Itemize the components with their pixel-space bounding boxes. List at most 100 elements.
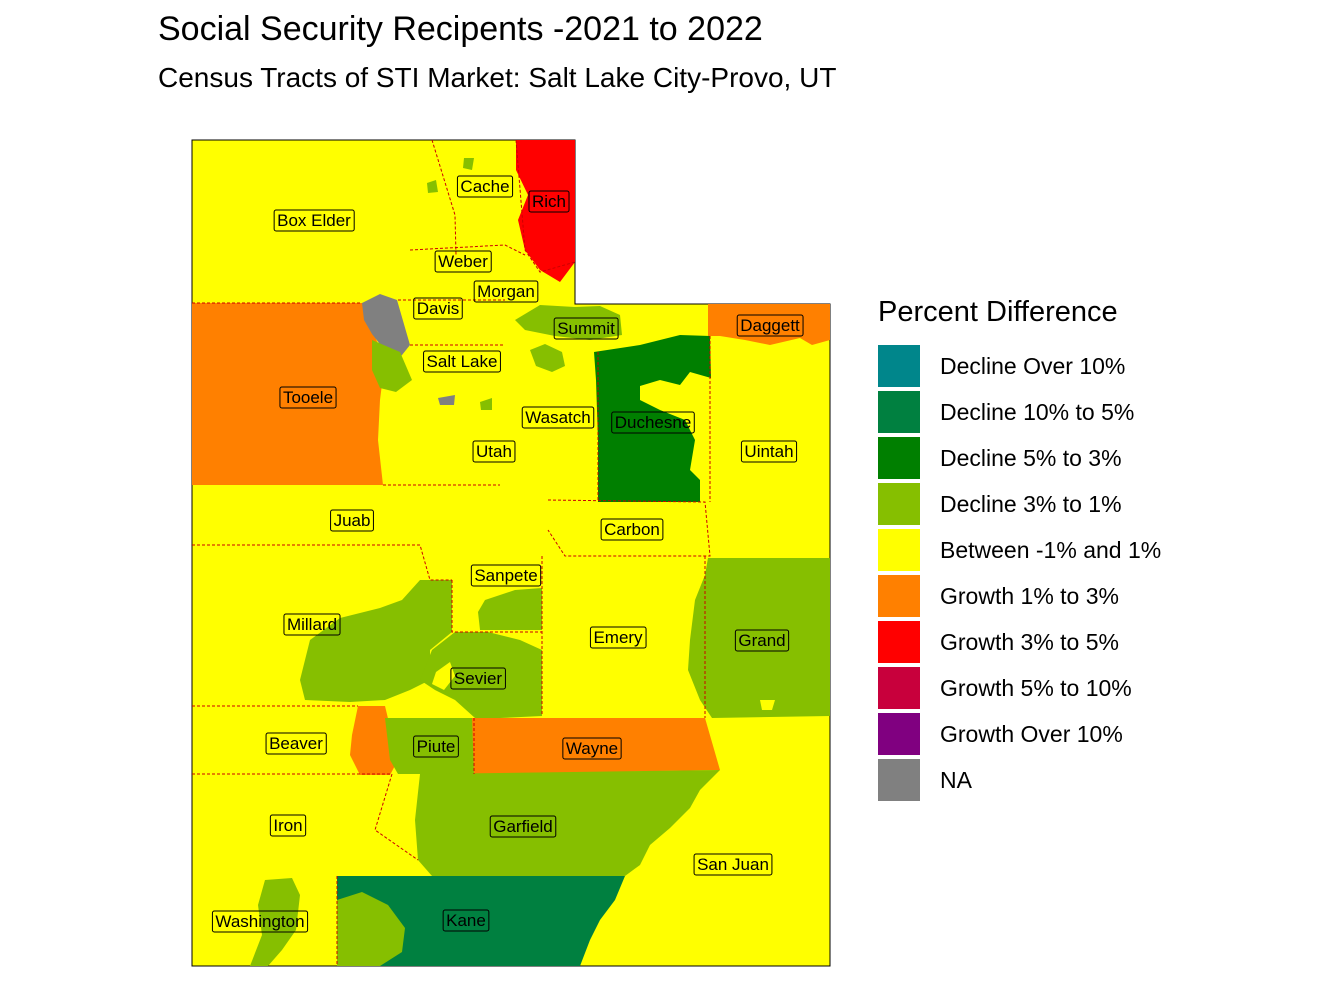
county-label-box: [273, 209, 355, 232]
legend-item: Decline 5% to 3%: [878, 435, 1161, 481]
county-name: Rich: [532, 192, 566, 211]
legend-label: Growth 1% to 3%: [940, 582, 1119, 609]
region-sevier-hole: [432, 662, 455, 690]
legend-label: Growth 5% to 10%: [940, 674, 1132, 701]
legend-label: Decline Over 10%: [940, 352, 1126, 379]
county-label-box: [553, 317, 619, 340]
county-label-cache: Cache: [456, 175, 514, 198]
region-millard: [300, 580, 452, 702]
county-name: Iron: [273, 816, 302, 835]
county-label-box: [330, 509, 374, 532]
county-label-box: [528, 190, 570, 213]
region-utah-green: [480, 398, 492, 410]
county-label-box: [450, 667, 506, 690]
county-name: Salt Lake: [427, 352, 498, 371]
county-label-box: [423, 350, 501, 373]
county-label-kane: Kane: [442, 909, 490, 932]
legend-swatch: [878, 391, 920, 433]
county-label-box: [589, 626, 647, 649]
county-name: Garfield: [493, 817, 553, 836]
region-sanpete-green: [478, 588, 542, 630]
region-sevier: [420, 632, 542, 718]
county-label-san-juan: San Juan: [693, 853, 773, 876]
legend-item: Decline 10% to 5%: [878, 389, 1161, 435]
legend-label: NA: [940, 766, 972, 793]
legend-label: Growth 3% to 5%: [940, 628, 1119, 655]
county-name: Wasatch: [525, 408, 591, 427]
county-name: Juab: [334, 511, 371, 530]
county-label-box: [434, 250, 492, 273]
county-name: Piute: [417, 737, 456, 756]
map-title: Social Security Recipents -2021 to 2022: [158, 10, 763, 48]
legend-swatch: [878, 345, 920, 387]
county-name: Washington: [215, 912, 304, 931]
county-label-box: [265, 732, 327, 755]
county-name: Sevier: [454, 669, 503, 688]
legend-swatch: [878, 575, 920, 617]
county-label-salt-lake: Salt Lake: [423, 350, 501, 373]
legend-swatch: [878, 529, 920, 571]
region-summit-green-2: [530, 344, 565, 372]
county-label-box: [611, 411, 695, 434]
county-label-box: [734, 629, 790, 652]
legend-swatch: [878, 483, 920, 525]
county-label-weber: Weber: [434, 250, 492, 273]
legend-label: Decline 10% to 5%: [940, 398, 1135, 425]
county-label-box: [211, 910, 309, 933]
county-name: Tooele: [283, 388, 333, 407]
map-subtitle: Census Tracts of STI Market: Salt Lake C…: [158, 62, 837, 93]
county-name: Cache: [460, 177, 509, 196]
county-name: Utah: [476, 442, 512, 461]
county-label-box: [456, 175, 514, 198]
county-label-utah: Utah: [472, 440, 516, 463]
legend-label: Decline 3% to 1%: [940, 490, 1122, 517]
county-label-box: [279, 386, 337, 409]
county-label-grand: Grand: [734, 629, 790, 652]
legend-swatch: [878, 667, 920, 709]
county-name: Millard: [287, 615, 337, 634]
region-na-saltlake: [438, 395, 455, 405]
county-label-box: [521, 406, 595, 429]
legend-label: Between -1% and 1%: [940, 536, 1162, 563]
county-label-morgan: Morgan: [473, 280, 539, 303]
region-tooele-green: [372, 340, 412, 392]
legend-swatch: [878, 759, 920, 801]
county-name: Grand: [738, 631, 785, 650]
region-cache-green: [463, 158, 474, 170]
legend-item: Growth 1% to 3%: [878, 573, 1161, 619]
county-name: Kane: [446, 911, 486, 930]
region-rich: [516, 140, 575, 282]
county-labels: Box Elder Cache Rich Weber Morgan Davis Summit…: [211, 175, 804, 933]
legend-item: Growth 3% to 5%: [878, 619, 1161, 665]
region-wayne: [472, 718, 720, 774]
legend-swatch: [878, 713, 920, 755]
county-boundaries: [192, 139, 711, 966]
legend-item: Growth Over 10%: [878, 711, 1161, 757]
county-name: Davis: [417, 299, 460, 318]
county-label-box: [442, 909, 490, 932]
county-label-beaver: Beaver: [265, 732, 327, 755]
county-label-box: [470, 564, 542, 587]
county-label-daggett: Daggett: [736, 314, 804, 337]
county-label-box: [489, 815, 557, 838]
region-piute: [385, 718, 474, 774]
region-grand: [688, 558, 830, 718]
legend-item: Between -1% and 1%: [878, 527, 1161, 573]
county-label-rich: Rich: [528, 190, 570, 213]
county-label-carbon: Carbon: [600, 518, 664, 541]
county-label-box: [600, 518, 664, 541]
county-name: Box Elder: [277, 211, 351, 230]
county-name: Morgan: [477, 282, 535, 301]
county-label-box: [472, 440, 516, 463]
legend-item: Growth 5% to 10%: [878, 665, 1161, 711]
county-name: Emery: [593, 628, 643, 647]
legend: Percent Difference Decline Over 10% Decli…: [878, 296, 1161, 803]
county-label-box: [413, 297, 463, 320]
county-name: Carbon: [604, 520, 660, 539]
region-grand-hole: [760, 700, 775, 710]
county-name: Duchesne: [615, 413, 692, 432]
county-label-box: [269, 814, 307, 837]
region-kane-green: [337, 892, 405, 966]
county-label-uintah: Uintah: [740, 440, 798, 463]
